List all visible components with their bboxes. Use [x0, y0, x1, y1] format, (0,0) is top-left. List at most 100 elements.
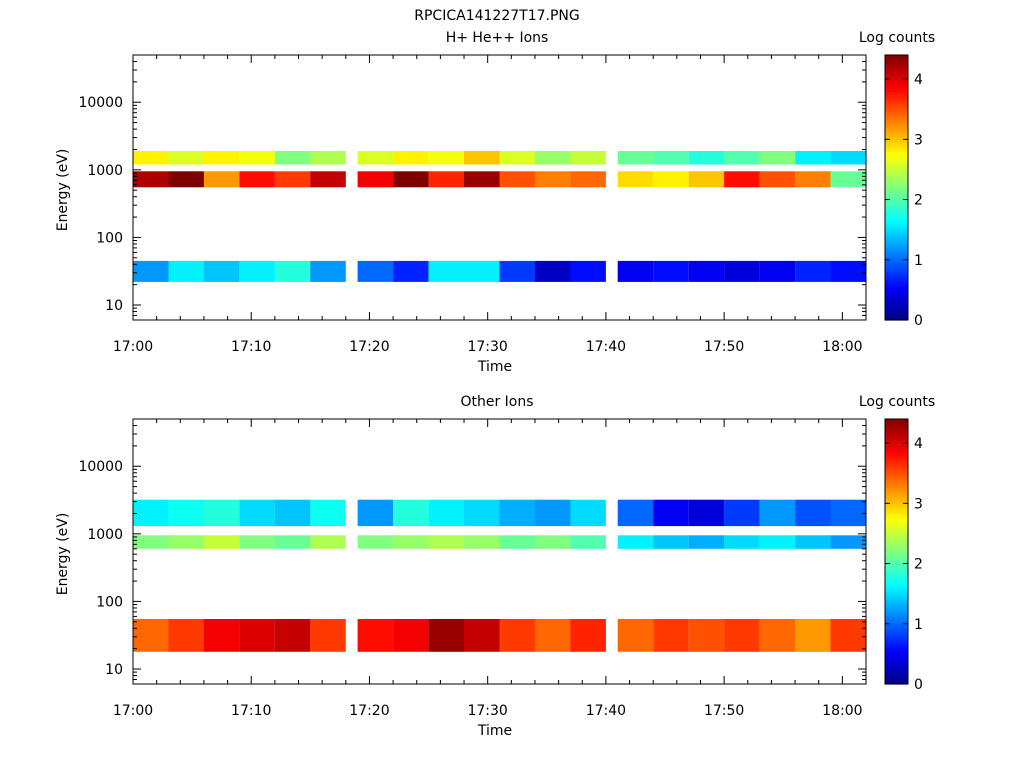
colorbar-segment [885, 488, 908, 492]
spectrogram-cell [795, 535, 831, 549]
colorbar-segment [885, 187, 908, 192]
spectrogram-cell [724, 260, 760, 282]
colorbar-segment [885, 638, 908, 643]
colorbar-segment [885, 220, 908, 225]
colorbar-segment [885, 425, 908, 429]
colorbar-segment [885, 217, 908, 222]
colorbar-segment [885, 647, 908, 652]
colorbar-segment [885, 440, 908, 444]
spectrogram-cell [239, 619, 275, 652]
colorbar-segment [885, 572, 908, 577]
spectrogram-cell [357, 499, 394, 527]
colorbar-segment [885, 578, 908, 583]
spectrogram-cell [168, 535, 204, 549]
spectrogram-cell [724, 499, 760, 527]
spectrogram-cell [274, 499, 311, 527]
colorbar-segment [885, 268, 908, 273]
colorbar-segment [885, 590, 908, 595]
colorbar-segment [885, 205, 908, 210]
colorbar-segment [885, 419, 908, 423]
colorbar: 0 1 2 3 4 [884, 54, 923, 329]
colorbar-segment [885, 524, 908, 529]
spectrogram-cell [759, 260, 796, 282]
spectrogram-cell [499, 171, 535, 188]
spectrogram-cell [203, 499, 240, 527]
spectrogram-cell [133, 535, 169, 549]
colorbar-segment [885, 229, 908, 234]
colorbar-segment [885, 250, 908, 255]
colorbar-segment [885, 55, 908, 59]
colorbar-segment [885, 289, 908, 294]
colorbar-segment [885, 545, 908, 550]
colorbar-segment [885, 674, 908, 679]
colorbar-segment [885, 542, 908, 547]
spectrogram-cell [759, 151, 796, 165]
spectrogram-cell [203, 619, 240, 652]
colorbar-segment [885, 238, 908, 243]
spectrogram-cell [535, 151, 571, 165]
colorbar-segment [885, 154, 908, 158]
spectrogram-cell [428, 535, 465, 549]
spectrogram-cell [570, 260, 606, 282]
spectrogram-cell [724, 535, 760, 549]
spectrogram-cell [274, 260, 311, 282]
spectrogram-plot [132, 54, 867, 321]
colorbar-segment [885, 437, 908, 441]
colorbar-segment [885, 193, 908, 198]
spectrogram-cell [795, 499, 831, 527]
x-tick-label: 17:00 [113, 703, 153, 719]
spectrogram-cell [428, 151, 465, 165]
colorbar-segment [885, 566, 908, 571]
colorbar-segment [885, 662, 908, 667]
colorbar-segment [885, 136, 908, 140]
spectrogram-cell [724, 171, 760, 188]
colorbar-segment [885, 626, 908, 631]
x-tick-label: 17:30 [467, 339, 507, 355]
colorbar-segment [885, 653, 908, 658]
colorbar-tick-label: 4 [914, 436, 923, 452]
spectrogram-cell [759, 619, 796, 652]
colorbar-segment [885, 467, 908, 471]
colorbar-segment [885, 560, 908, 565]
spectrogram-cell [653, 260, 689, 282]
colorbar-segment [885, 461, 908, 465]
spectrogram-cell [688, 260, 725, 282]
spectrogram-cell [617, 619, 654, 652]
colorbar-segment [885, 223, 908, 228]
spectrogram-cell [570, 619, 606, 652]
colorbar-segment [885, 124, 908, 128]
x-tick-label: 17:20 [349, 703, 389, 719]
colorbar-segment [885, 644, 908, 649]
spectrogram-cell [357, 171, 394, 188]
colorbar-label: Log counts [859, 394, 935, 410]
colorbar-segment [885, 76, 908, 80]
colorbar-segment [885, 241, 908, 246]
colorbar-segment [885, 163, 908, 168]
colorbar-segment [885, 518, 908, 522]
spectrogram-cell [535, 171, 571, 188]
spectrogram-cell [688, 151, 725, 165]
spectrogram-cell [795, 619, 831, 652]
colorbar-segment [885, 446, 908, 450]
spectrogram-cell [759, 535, 796, 549]
spectrogram-cell [617, 535, 654, 549]
spectrogram-cell [239, 171, 275, 188]
colorbar-segment [885, 620, 908, 625]
colorbar-segment [885, 274, 908, 279]
colorbar-segment [885, 109, 908, 113]
colorbar-tick-label: 2 [914, 193, 923, 209]
colorbar-segment [885, 94, 908, 98]
panel-title: Other Ions [460, 394, 533, 410]
spectrogram-cell [168, 151, 204, 165]
colorbar-segment [885, 211, 908, 216]
spectrogram-cell [795, 151, 831, 165]
colorbar-segment [885, 67, 908, 71]
colorbar-segment [885, 551, 908, 556]
colorbar-segment [885, 656, 908, 661]
y-tick-label: 100 [96, 230, 123, 246]
colorbar-segment [885, 623, 908, 628]
colorbar-frame [884, 418, 909, 685]
y-tick-labels: 10 100 1000 10000 [78, 95, 123, 314]
colorbar-segment [885, 659, 908, 664]
spectrogram-cell [759, 171, 796, 188]
